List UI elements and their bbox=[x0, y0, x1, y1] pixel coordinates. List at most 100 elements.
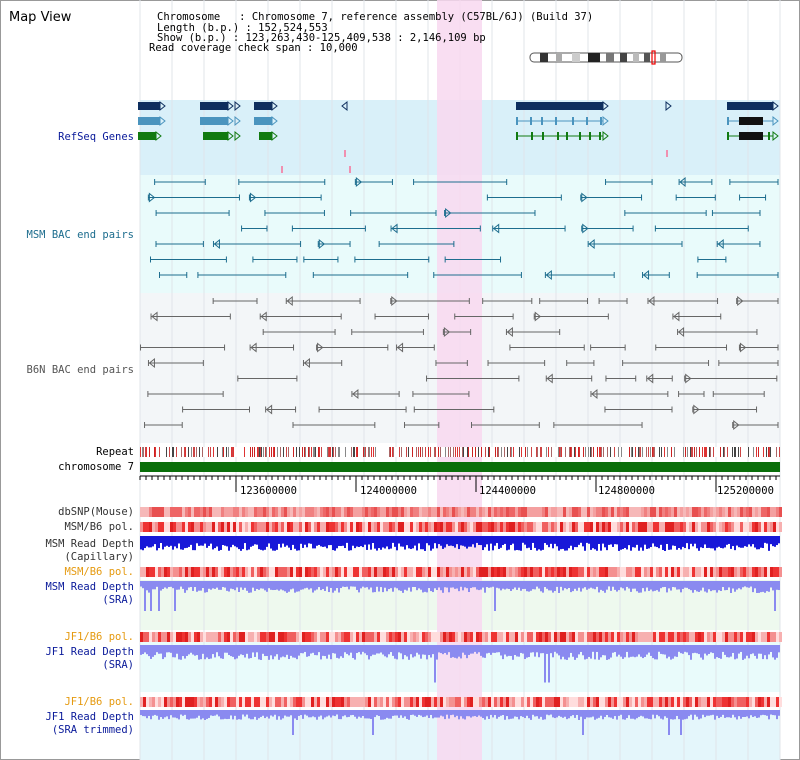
repeat-element bbox=[590, 447, 591, 457]
jf1-b6-pol-2-label[interactable]: JF1/B6 pol. bbox=[64, 696, 134, 708]
jf1-trim-depth-bar bbox=[344, 710, 346, 716]
pol-cell bbox=[761, 567, 764, 577]
jf1-trim-depth-bar bbox=[546, 710, 548, 715]
pol-cell bbox=[239, 522, 242, 532]
jf1-trim-depth-bar bbox=[160, 710, 162, 718]
pol-cell bbox=[533, 697, 536, 707]
msm-sra-depth-bar bbox=[350, 581, 352, 587]
jf1-sra-depth-bar bbox=[380, 645, 382, 653]
dbsnp-label[interactable]: dbSNP(Mouse) bbox=[58, 506, 134, 518]
gene-exon bbox=[727, 132, 729, 140]
pol-cell bbox=[368, 632, 371, 642]
jf1-depth-sra-label[interactable]: JF1 Read Depth bbox=[45, 646, 134, 658]
repeat-element bbox=[313, 447, 314, 457]
msm-bac-label[interactable]: MSM BAC end pairs bbox=[26, 229, 134, 241]
repeat-element bbox=[425, 447, 426, 457]
chromosome-ideogram[interactable] bbox=[529, 50, 683, 65]
jf1-trim-depth-bar bbox=[392, 710, 394, 716]
msm-b6-pol-2-label[interactable]: MSM/B6 pol. bbox=[64, 566, 134, 578]
jf1-trim-depth-bar bbox=[242, 710, 244, 715]
jf1-b6-pol-label[interactable]: JF1/B6 pol. bbox=[64, 631, 134, 643]
msm-capillary-depth-bar bbox=[476, 536, 478, 543]
pol-cell bbox=[476, 522, 479, 532]
jf1-trim-depth-bar bbox=[716, 710, 718, 716]
pol-cell bbox=[332, 632, 335, 642]
pol-cell bbox=[443, 632, 446, 642]
pol-cell bbox=[449, 567, 452, 577]
pol-cell bbox=[683, 522, 686, 532]
pol-cell bbox=[596, 567, 599, 577]
jf1-sra-depth-bar bbox=[414, 645, 416, 657]
dbsnp-cell bbox=[287, 507, 290, 517]
jf1-depth-trim-label[interactable]: JF1 Read Depth bbox=[45, 711, 134, 723]
msm-capillary-depth-bar bbox=[302, 536, 304, 548]
pol-cell bbox=[725, 567, 728, 577]
pol-cell bbox=[548, 567, 551, 577]
repeat-track[interactable] bbox=[140, 447, 780, 457]
pol-cell bbox=[146, 567, 149, 577]
msm-capillary-depth-bar bbox=[380, 536, 382, 550]
repeat-element bbox=[448, 447, 449, 457]
repeat-element bbox=[194, 447, 195, 457]
jf1-trim-depth-bar bbox=[394, 710, 396, 716]
pol-cell bbox=[284, 697, 287, 707]
repeat-element bbox=[614, 447, 615, 457]
b6n-bac-track[interactable] bbox=[140, 295, 779, 431]
msm-capillary-depth-bar bbox=[216, 536, 218, 547]
jf1-trim-depth-bar bbox=[556, 710, 558, 718]
msm-bac-track[interactable] bbox=[147, 176, 779, 281]
msm-sra-depth-bar bbox=[564, 581, 566, 589]
pol-cell bbox=[599, 567, 602, 577]
chromosome-label[interactable]: chromosome 7 bbox=[58, 461, 134, 473]
pol-cell bbox=[368, 567, 371, 577]
pol-cell bbox=[563, 522, 566, 532]
msm-depth-capillary-label[interactable]: MSM Read Depth bbox=[45, 538, 134, 550]
jf1-sra-depth-bar bbox=[740, 645, 742, 652]
msm-sra-depth-bar bbox=[764, 581, 766, 593]
refseq-genes-track[interactable] bbox=[138, 100, 779, 173]
pol-cell bbox=[638, 632, 641, 642]
refseq-genes-label[interactable]: RefSeq Genes bbox=[58, 131, 134, 143]
repeat-element bbox=[259, 447, 260, 457]
pol-cell bbox=[254, 632, 257, 642]
pol-cell bbox=[509, 697, 512, 707]
pol-cell bbox=[386, 567, 389, 577]
pol-cell bbox=[647, 632, 650, 642]
msm-depth-sra-label[interactable]: MSM Read Depth bbox=[45, 581, 134, 593]
msm-sra-depth-bar bbox=[578, 581, 580, 588]
repeat-label[interactable]: Repeat bbox=[96, 446, 134, 458]
pol-cell bbox=[542, 522, 545, 532]
msm-sra-depth-bar bbox=[160, 581, 162, 591]
jf1-sra-depth-bar bbox=[416, 645, 418, 653]
pol-cell bbox=[554, 632, 557, 642]
jf1-trim-depth-bar bbox=[230, 710, 232, 716]
pol-cell bbox=[620, 567, 623, 577]
pol-cell bbox=[413, 632, 416, 642]
msm-sra-depth-bar bbox=[426, 581, 428, 593]
jf1-trim-depth-bar bbox=[752, 710, 754, 717]
pol-cell bbox=[509, 632, 512, 642]
jf1-sra-depth-bar bbox=[544, 645, 546, 683]
pol-cell bbox=[260, 522, 263, 532]
msm-capillary-depth-bar bbox=[632, 536, 634, 548]
repeat-element bbox=[217, 447, 218, 457]
pol-cell bbox=[536, 522, 539, 532]
jf1-trim-depth-bar bbox=[396, 710, 398, 716]
pol-cell bbox=[410, 522, 413, 532]
jf1-sra-depth-bar bbox=[446, 645, 448, 655]
repeat-element bbox=[588, 447, 589, 457]
pol-cell bbox=[539, 697, 542, 707]
msm-b6-pol-label[interactable]: MSM/B6 pol. bbox=[64, 521, 134, 533]
jf1-trim-depth-bar bbox=[584, 710, 586, 720]
heatmap-tracks[interactable] bbox=[140, 507, 782, 735]
repeat-element bbox=[753, 447, 754, 457]
jf1-trim-depth-bar bbox=[408, 710, 410, 720]
pol-cell bbox=[740, 632, 743, 642]
chromosome-bar[interactable] bbox=[140, 462, 780, 472]
b6n-bac-label[interactable]: B6N BAC end pairs bbox=[26, 364, 134, 376]
msm-capillary-depth-bar bbox=[750, 536, 752, 547]
jf1-trim-depth-bar bbox=[188, 710, 190, 720]
msm-sra-depth-bar bbox=[434, 581, 436, 589]
msm-capillary-depth-bar bbox=[764, 536, 766, 543]
